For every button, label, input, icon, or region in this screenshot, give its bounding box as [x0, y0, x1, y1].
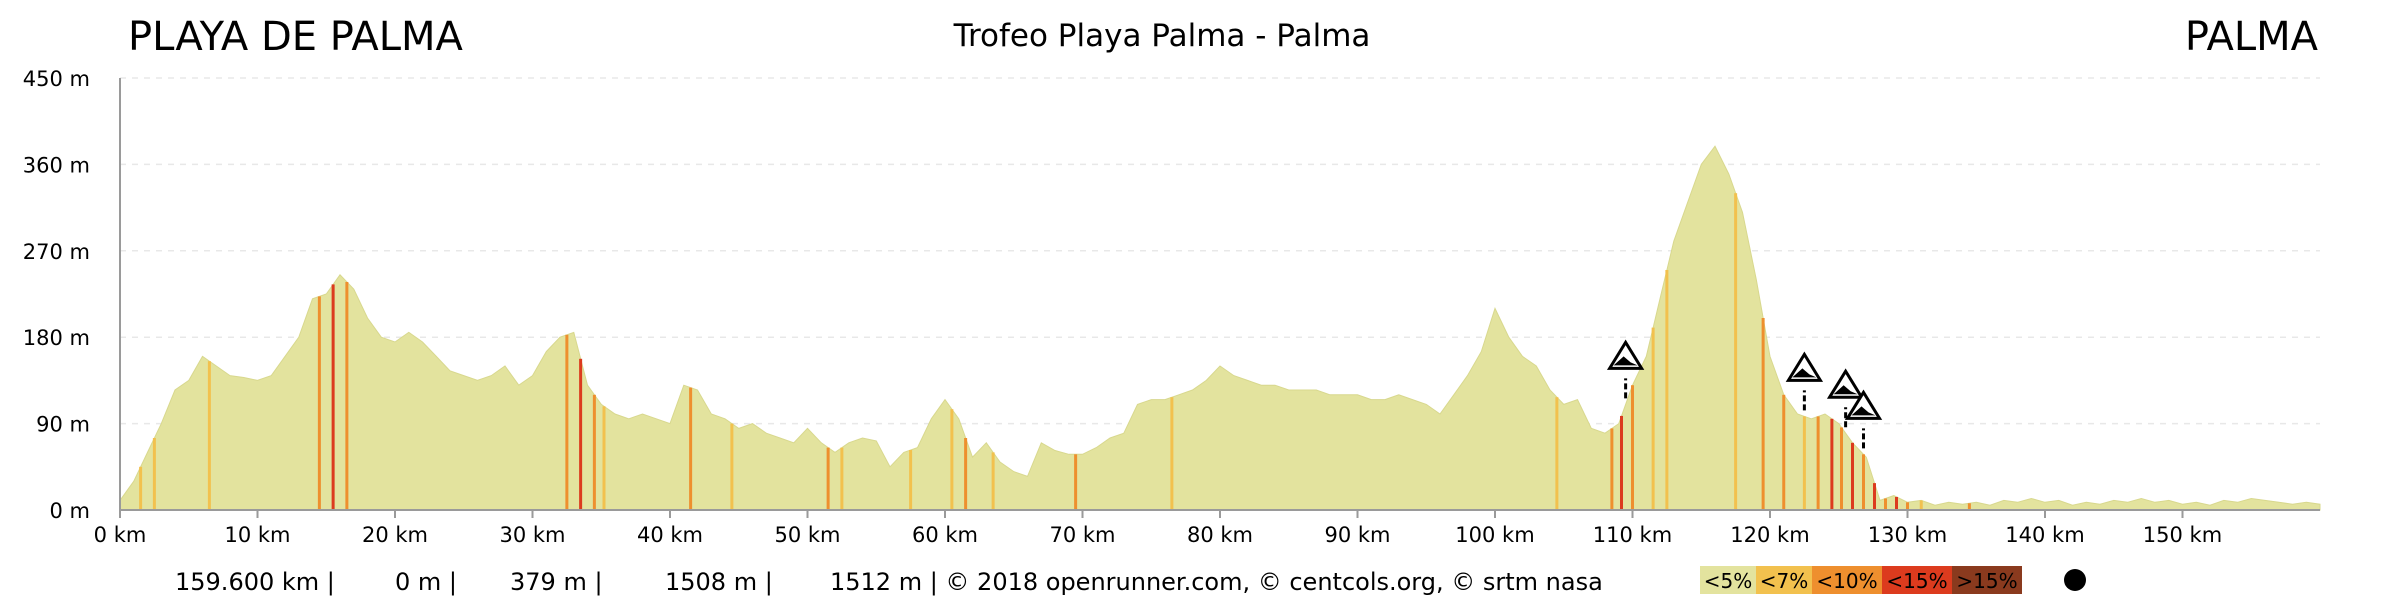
legend-label: <7% [1760, 569, 1809, 593]
gradient-band [840, 447, 844, 510]
gradient-band [1906, 502, 1909, 510]
y-tick-label: 0 m [50, 499, 91, 523]
gradient-band [1851, 442, 1854, 510]
gradient-band [1761, 318, 1765, 510]
gradient-band [152, 438, 156, 510]
stat-descent-credits: 1512 m | © 2018 openrunner.com, © centco… [830, 568, 1603, 596]
legend-label: >15% [1956, 569, 2017, 593]
gradient-band [1967, 503, 1971, 510]
mountain-pass-icon [1826, 368, 1865, 428]
x-tick-label: 150 km [2143, 523, 2222, 547]
gradient-band [579, 358, 583, 510]
gradient-band [1555, 397, 1559, 510]
gradient-band [1873, 483, 1876, 510]
y-tick-label: 360 m [23, 153, 90, 177]
climb-markers [1606, 339, 1883, 449]
x-tick-label: 50 km [774, 523, 840, 547]
gradient-band [1610, 428, 1614, 510]
x-tick-label: 40 km [637, 523, 703, 547]
gradient-band [909, 450, 913, 510]
x-tick-label: 100 km [1455, 523, 1534, 547]
gradient-band [1862, 454, 1865, 510]
gradient-band [592, 394, 596, 510]
end-location-label: PALMA [2185, 14, 2319, 60]
x-tick-label: 130 km [1868, 523, 1947, 547]
gradient-band [1170, 397, 1174, 510]
legend-swatch: <7% [1756, 566, 1812, 594]
gradient-band [1884, 498, 1887, 510]
gradient-band [689, 387, 693, 510]
legend-swatch: >15% [1952, 566, 2022, 594]
gradient-band [345, 282, 349, 510]
y-tick-label: 90 m [36, 413, 90, 437]
gradient-band [1734, 193, 1738, 510]
legend-swatch: <15% [1882, 566, 1952, 594]
x-tick-label: 70 km [1049, 523, 1115, 547]
stat-distance: 159.600 km | [175, 568, 335, 596]
chart-title: Trofeo Playa Palma - Palma [953, 18, 1371, 54]
legend-swatch: <10% [1812, 566, 1882, 594]
gradient-band [950, 409, 954, 510]
gradient-band [1631, 385, 1634, 510]
plot-area [119, 145, 2321, 511]
mountain-pass-icon [1844, 389, 1883, 449]
legend-swatch: <5% [1700, 566, 1756, 594]
gradient-band [826, 447, 830, 510]
legend-label: <5% [1704, 569, 1753, 593]
y-tick-label: 450 m [23, 67, 90, 91]
x-tick-label: 0 km [94, 523, 147, 547]
mountain-pass-icon [1785, 351, 1824, 411]
gradient-band [964, 438, 968, 510]
axes: 0 m 90 m 180 m 270 m 360 m 450 m 0 km 10 km 20 k… [23, 67, 2320, 547]
x-tick-label: 30 km [499, 523, 565, 547]
elevation-area [119, 145, 2321, 511]
stats-footer: 159.600 km | 0 m | 379 m | 1508 m | 1512… [175, 568, 1603, 596]
gradient-band [317, 296, 321, 510]
stat-ascent: 1508 m | [665, 568, 773, 596]
x-tick-label: 20 km [362, 523, 428, 547]
mountain-pass-icon [1606, 339, 1645, 399]
x-tick-label: 110 km [1593, 523, 1672, 547]
gradient-band [1651, 327, 1655, 510]
legend-label: <15% [1886, 569, 1947, 593]
gradient-band [1665, 270, 1669, 510]
x-tick-label: 60 km [912, 523, 978, 547]
gradient-band [730, 423, 734, 510]
gradient-band [1620, 415, 1623, 510]
gradient-band [1840, 427, 1843, 510]
gradient-band [1816, 416, 1820, 510]
gradient-band [139, 466, 143, 510]
y-tick-label: 270 m [23, 240, 90, 264]
x-tick-label: 10 km [224, 523, 290, 547]
gradient-band [207, 361, 211, 510]
gradient-band [1782, 394, 1786, 510]
gradient-band [1074, 454, 1078, 510]
x-tick-label: 90 km [1324, 523, 1390, 547]
gradient-band [331, 284, 335, 510]
gradient-band [1895, 496, 1898, 510]
x-tick-label: 140 km [2005, 523, 2084, 547]
gradient-band [1919, 500, 1923, 510]
gradient-band [1830, 418, 1834, 510]
gradient-band [991, 452, 995, 510]
y-tick-label: 180 m [23, 326, 90, 350]
start-location-label: PLAYA DE PALMA [128, 14, 464, 60]
black-dot-icon [2064, 569, 2086, 591]
x-tick-label: 80 km [1187, 523, 1253, 547]
x-tick-label: 120 km [1730, 523, 1809, 547]
gradient-band [602, 406, 606, 510]
gradient-band [565, 334, 569, 510]
stat-min-altitude: 0 m | [395, 568, 457, 596]
gradient-band [1802, 416, 1806, 510]
gradient-legend: <5% <7% <10% <15% >15% [1700, 566, 2022, 594]
stat-max-altitude: 379 m | [510, 568, 603, 596]
legend-label: <10% [1816, 569, 1877, 593]
